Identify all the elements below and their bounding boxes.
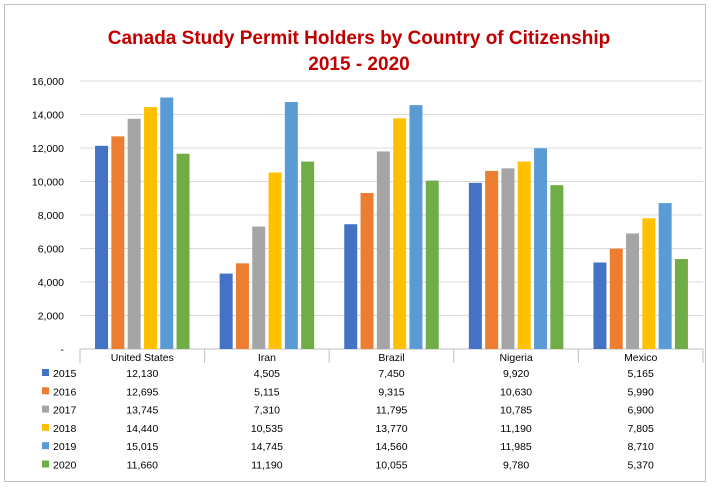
chart-subtitle-line: 2015 - 2020 bbox=[308, 54, 410, 75]
y-tick-label: - bbox=[61, 344, 65, 356]
data-label: 11,795 bbox=[376, 405, 407, 417]
data-label: 6,900 bbox=[628, 405, 654, 417]
bar-2019-3 bbox=[534, 148, 548, 349]
bar-2017-2 bbox=[376, 151, 390, 349]
bar-2018-2 bbox=[393, 118, 407, 349]
bar-2017-3 bbox=[501, 168, 515, 349]
category-label: Brazil bbox=[378, 352, 404, 364]
data-label: 9,315 bbox=[378, 386, 404, 398]
y-tick-label: 12,000 bbox=[32, 143, 64, 155]
legend-key-2020 bbox=[42, 460, 49, 468]
bar-2015-2 bbox=[344, 224, 358, 349]
bar-2018-4 bbox=[642, 218, 656, 349]
category-label: Nigeria bbox=[499, 352, 532, 364]
data-label: 7,310 bbox=[254, 405, 280, 417]
bar-2018-0 bbox=[143, 107, 157, 349]
bar-2016-3 bbox=[485, 170, 499, 349]
data-label: 5,165 bbox=[628, 368, 654, 380]
data-label: 8,710 bbox=[628, 441, 654, 453]
bar-2018-3 bbox=[517, 161, 531, 349]
legend-key-2018 bbox=[42, 423, 49, 431]
y-tick-label: 14,000 bbox=[32, 110, 64, 122]
data-label: 11,190 bbox=[500, 423, 531, 435]
data-label: 14,560 bbox=[375, 441, 407, 453]
bar-2020-4 bbox=[674, 259, 688, 349]
y-tick-label: 10,000 bbox=[32, 177, 64, 189]
bar-2020-1 bbox=[301, 161, 315, 349]
bar-2019-2 bbox=[409, 105, 423, 350]
data-label: 10,785 bbox=[500, 405, 532, 417]
legend-label: 2018 bbox=[53, 423, 77, 435]
bar-2015-4 bbox=[593, 262, 607, 349]
data-label: 9,780 bbox=[503, 460, 529, 472]
data-label: 5,990 bbox=[628, 386, 654, 398]
bar-2019-1 bbox=[284, 102, 298, 350]
legend-label: 2017 bbox=[53, 405, 77, 417]
data-label: 7,805 bbox=[628, 423, 654, 435]
bar-2015-1 bbox=[219, 273, 233, 349]
data-label: 14,440 bbox=[126, 423, 158, 435]
data-label: 11,660 bbox=[127, 460, 158, 472]
data-label: 4,505 bbox=[254, 368, 280, 380]
bar-2016-2 bbox=[360, 192, 374, 349]
bar-2016-1 bbox=[235, 263, 249, 349]
bar-2017-0 bbox=[127, 118, 141, 350]
bar-2019-4 bbox=[658, 203, 672, 349]
bar-2017-1 bbox=[252, 226, 266, 349]
data-label: 11,190 bbox=[251, 460, 282, 472]
data-label: 12,695 bbox=[126, 386, 158, 398]
data-label: 10,055 bbox=[375, 460, 407, 472]
data-label: 9,920 bbox=[503, 368, 529, 380]
y-tick-label: 2,000 bbox=[38, 311, 64, 323]
legend-key-2015 bbox=[42, 369, 49, 376]
data-label: 10,630 bbox=[500, 386, 532, 398]
bar-2020-0 bbox=[176, 153, 190, 349]
legend-label: 2015 bbox=[53, 368, 77, 380]
bar-2020-2 bbox=[425, 180, 439, 349]
bar-2017-4 bbox=[626, 233, 640, 349]
category-label: Iran bbox=[258, 352, 276, 364]
bar-2015-3 bbox=[468, 182, 482, 349]
legend-label: 2019 bbox=[53, 441, 77, 453]
y-tick-label: 6,000 bbox=[38, 244, 64, 256]
data-label: 13,745 bbox=[126, 405, 158, 417]
chart-title-line: Canada Study Permit Holders by Country o… bbox=[107, 28, 611, 49]
data-label: 13,770 bbox=[375, 423, 407, 435]
legend-label: 2016 bbox=[53, 386, 77, 398]
legend-key-2019 bbox=[42, 442, 49, 450]
bar-2016-4 bbox=[609, 248, 623, 349]
legend-key-2017 bbox=[42, 405, 49, 413]
y-tick-label: 4,000 bbox=[38, 277, 64, 289]
bar-2020-3 bbox=[550, 185, 564, 349]
data-label: 12,130 bbox=[126, 368, 158, 380]
data-label: 11,985 bbox=[500, 441, 531, 453]
data-label: 14,745 bbox=[251, 441, 283, 453]
bar-2019-0 bbox=[160, 97, 174, 349]
bar-2016-0 bbox=[111, 136, 125, 349]
y-tick-label: 16,000 bbox=[32, 76, 64, 88]
legend-key-2016 bbox=[42, 387, 49, 395]
bar-2018-1 bbox=[268, 172, 282, 349]
bar-2015-0 bbox=[95, 145, 109, 349]
data-label: 5,370 bbox=[628, 460, 654, 472]
data-label: 7,450 bbox=[378, 368, 404, 380]
category-label: Mexico bbox=[624, 352, 657, 364]
data-label: 15,015 bbox=[126, 441, 158, 453]
data-label: 10,535 bbox=[251, 423, 283, 435]
data-label: 5,115 bbox=[254, 386, 280, 398]
legend-label: 2020 bbox=[53, 460, 77, 472]
category-label: United States bbox=[111, 352, 174, 364]
chart-title: Canada Study Permit Holders by Country o… bbox=[0, 26, 718, 78]
y-tick-label: 8,000 bbox=[38, 210, 64, 222]
